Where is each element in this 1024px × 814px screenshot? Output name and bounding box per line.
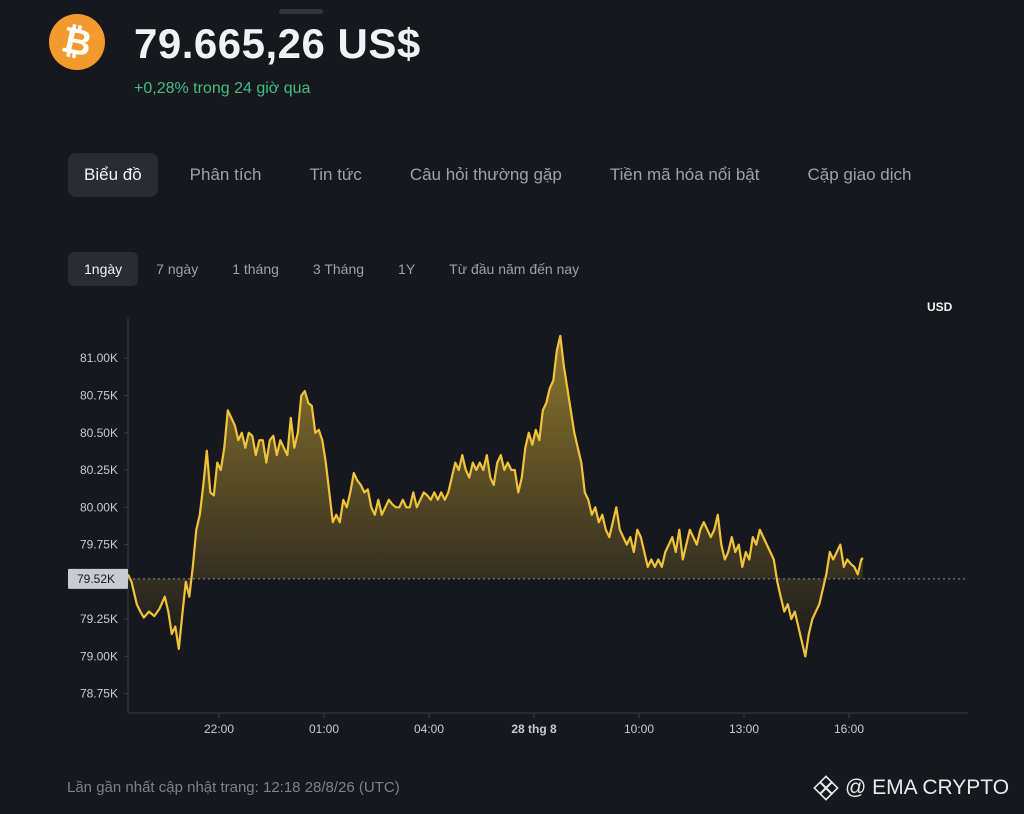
- tab-analysis[interactable]: Phân tích: [189, 165, 262, 184]
- last-updated: Lần gần nhất cập nhật trang: 12:18 28/8/…: [67, 779, 400, 796]
- section-tabs: Biểu đồ Phân tích Tin tức Câu hỏi thường…: [68, 153, 984, 197]
- currency-unit: USD: [927, 300, 953, 314]
- x-tick-label: 22:00: [204, 722, 234, 736]
- watermark-text: @ EMA CRYPTO: [845, 776, 1010, 799]
- x-tick-label: 01:00: [309, 722, 339, 736]
- time-range-selector: 1ngày 7 ngày 1 tháng 3 Tháng 1Y Từ đầu n…: [68, 252, 597, 286]
- range-1m[interactable]: 1 tháng: [232, 261, 279, 277]
- price-change: +0,28% trong 24 giờ qua: [134, 80, 311, 97]
- x-tick-label: 16:00: [834, 722, 864, 736]
- tab-faq[interactable]: Câu hỏi thường gặp: [409, 165, 562, 184]
- watermark: @ EMA CRYPTO: [813, 775, 1009, 801]
- bitcoin-icon: ₿: [49, 14, 105, 70]
- price-line: [127, 334, 864, 658]
- current-price-label: 79.52K: [77, 572, 115, 586]
- price-value: 79.665,26 US$: [134, 20, 421, 67]
- y-tick-label: 80.00K: [80, 500, 118, 514]
- current-price-marker: [68, 568, 128, 589]
- y-tick-label: 80.50K: [80, 426, 118, 440]
- drag-handle[interactable]: [279, 9, 323, 14]
- range-7d[interactable]: 7 ngày: [156, 261, 199, 277]
- price-area: [128, 335, 863, 657]
- y-tick-label: 79.00K: [80, 649, 118, 663]
- x-tick-label: 13:00: [729, 722, 759, 736]
- range-1y[interactable]: 1Y: [398, 261, 416, 277]
- range-1d[interactable]: 1ngày: [68, 252, 139, 286]
- y-tick-label: 81.00K: [80, 351, 118, 365]
- range-3m[interactable]: 3 Tháng: [312, 261, 365, 277]
- x-tick-label: 04:00: [414, 722, 444, 736]
- y-tick-label: 78.75K: [80, 687, 118, 701]
- y-tick-label: 79.75K: [80, 538, 118, 552]
- tab-trading-pairs[interactable]: Cặp giao dịch: [807, 165, 912, 184]
- y-tick-label: 80.75K: [80, 389, 118, 403]
- tab-featured-crypto[interactable]: Tiền mã hóa nổi bật: [609, 165, 760, 184]
- tab-news[interactable]: Tin tức: [309, 165, 362, 184]
- x-tick-label: 28 thg 8: [511, 722, 557, 736]
- y-tick-label: 79.25K: [80, 612, 118, 626]
- range-ytd[interactable]: Từ đầu năm đến nay: [449, 261, 580, 277]
- x-tick-label: 10:00: [624, 722, 654, 736]
- tab-chart[interactable]: Biểu đồ: [68, 153, 158, 197]
- binance-icon: [813, 775, 839, 801]
- y-tick-label: 80.25K: [80, 463, 118, 477]
